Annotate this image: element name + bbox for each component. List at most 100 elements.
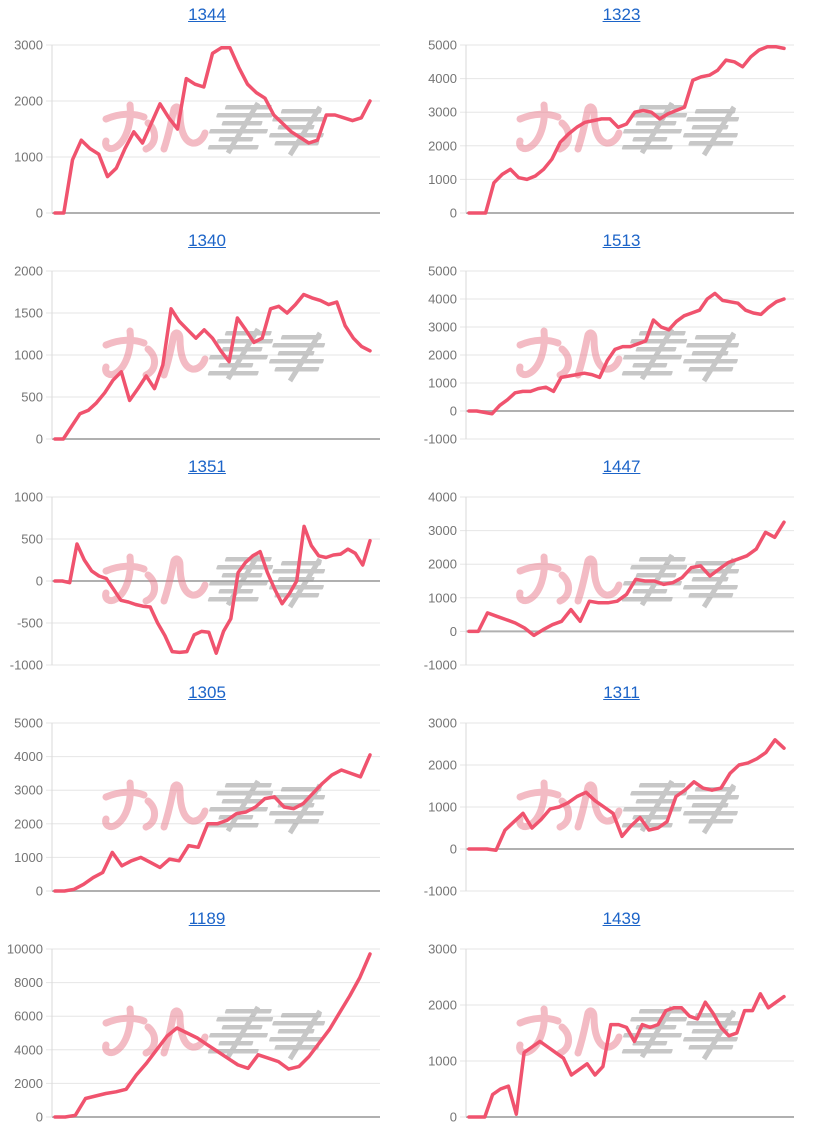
series-line (53, 524, 372, 655)
chart-title-row: 1351 (0, 452, 414, 483)
line-chart-1351: -1000 -500 0 500 1000 (10, 490, 380, 673)
y-tick-label: 4000 (428, 71, 457, 86)
chart-cell-1311: 1311 -1000 0 1000 2000 3000 (414, 678, 829, 904)
y-tick-label: 2000 (428, 998, 457, 1013)
y-tick-label: 2000 (428, 758, 457, 773)
chart-cell-1513: 1513 -1000 0 1000 2000 3000 4000 5000 (414, 226, 829, 452)
chart-cell-1189: 1189 0 2000 4000 6000 8000 10000 (0, 904, 414, 1130)
y-tick-label: 6000 (14, 1009, 43, 1024)
series-line (467, 291, 786, 416)
line-chart-1311: -1000 0 1000 2000 3000 (424, 716, 794, 899)
chart-link-1189[interactable]: 1189 (188, 909, 226, 928)
y-tick-label: 4000 (428, 490, 457, 505)
line-chart-1323: 0 1000 2000 3000 4000 5000 (428, 38, 794, 221)
y-tick-label: 0 (450, 1110, 457, 1125)
y-tick-label: -1000 (424, 658, 457, 673)
chart-title-row: 1311 (414, 678, 829, 709)
chart-cell-1340: 1340 0 500 1000 1500 2000 (0, 226, 414, 452)
y-tick-label: 2000 (14, 264, 43, 279)
y-tick-label: 3000 (428, 105, 457, 120)
y-tick-label: 1000 (428, 172, 457, 187)
chart-title-row: 1305 (0, 678, 414, 709)
y-tick-label: 500 (21, 390, 43, 405)
chart-link-1513[interactable]: 1513 (602, 231, 641, 250)
y-tick-label: 2000 (428, 138, 457, 153)
y-tick-label: 0 (36, 574, 43, 589)
chart-cell-1344: 1344 0 1000 2000 3000 (0, 0, 414, 226)
y-tick-label: 1000 (428, 800, 457, 815)
series-line (53, 952, 372, 1119)
y-tick-label: 3000 (428, 523, 457, 538)
chart-cell-1351: 1351 -1000 -500 0 500 1000 (0, 452, 414, 678)
series-line (53, 292, 372, 441)
y-tick-label: 4000 (428, 292, 457, 307)
y-tick-label: 1000 (14, 850, 43, 865)
y-tick-label: 2000 (428, 348, 457, 363)
chart-title-row: 1439 (414, 904, 829, 935)
y-tick-label: 1000 (428, 376, 457, 391)
y-tick-label: 5000 (428, 264, 457, 279)
chart-link-1305[interactable]: 1305 (188, 683, 226, 702)
y-tick-label: 4000 (14, 749, 43, 764)
chart-cell-1323: 1323 0 1000 2000 3000 4000 5000 (414, 0, 829, 226)
chart-link-1344[interactable]: 1344 (188, 5, 226, 24)
chart-title-row: 1340 (0, 226, 414, 257)
chart-link-1340[interactable]: 1340 (188, 231, 226, 250)
y-tick-label: 2000 (14, 816, 43, 831)
y-tick-label: 10000 (7, 942, 43, 957)
series-line (53, 46, 372, 215)
y-tick-label: 0 (36, 432, 43, 447)
y-tick-label: 3000 (428, 716, 457, 731)
line-chart-1305: 0 1000 2000 3000 4000 5000 (14, 716, 380, 899)
y-tick-label: 1000 (14, 490, 43, 505)
watermark (106, 103, 332, 155)
chart-title-row: 1323 (414, 0, 829, 31)
y-tick-label: 1000 (14, 150, 43, 165)
y-tick-label: 1000 (14, 348, 43, 363)
series-line (53, 753, 372, 893)
chart-title-row: 1344 (0, 0, 414, 31)
chart-cell-1439: 1439 0 1000 2000 3000 (414, 904, 829, 1130)
chart-title-row: 1189 (0, 904, 414, 935)
y-tick-label: 2000 (14, 1076, 43, 1091)
line-chart-1340: 0 500 1000 1500 2000 (14, 264, 380, 447)
chart-cell-1305: 1305 0 1000 2000 3000 4000 5000 (0, 678, 414, 904)
series-line (467, 992, 786, 1119)
y-tick-label: -1000 (424, 884, 457, 899)
chart-link-1439[interactable]: 1439 (602, 909, 641, 928)
chart-cell-1447: 1447 -1000 0 1000 2000 3000 4000 (414, 452, 829, 678)
y-tick-label: 0 (450, 842, 457, 857)
y-tick-label: 3000 (14, 783, 43, 798)
chart-link-1323[interactable]: 1323 (602, 5, 641, 24)
y-tick-label: 0 (450, 206, 457, 221)
y-tick-label: 0 (36, 1110, 43, 1125)
chart-link-1351[interactable]: 1351 (188, 457, 226, 476)
line-chart-1344: 0 1000 2000 3000 (14, 38, 380, 221)
y-tick-label: 4000 (14, 1042, 43, 1057)
chart-link-1447[interactable]: 1447 (602, 457, 641, 476)
y-tick-label: 5000 (14, 716, 43, 731)
y-tick-label: 0 (450, 624, 457, 639)
y-tick-label: 0 (36, 206, 43, 221)
line-chart-1513: -1000 0 1000 2000 3000 4000 5000 (424, 264, 794, 447)
watermark (520, 103, 746, 155)
y-tick-label: -1000 (424, 432, 457, 447)
y-tick-label: 2000 (14, 94, 43, 109)
y-tick-label: -1000 (10, 658, 43, 673)
y-tick-label: 2000 (428, 557, 457, 572)
line-chart-1447: -1000 0 1000 2000 3000 4000 (424, 490, 794, 673)
chart-title-row: 1513 (414, 226, 829, 257)
chart-link-1311[interactable]: 1311 (603, 683, 640, 702)
y-tick-label: 1000 (428, 590, 457, 605)
series-line (467, 44, 786, 215)
y-tick-label: 3000 (428, 320, 457, 335)
series-line (467, 520, 786, 638)
line-chart-1189: 0 2000 4000 6000 8000 10000 (7, 942, 380, 1125)
line-chart-1439: 0 1000 2000 3000 (428, 942, 794, 1125)
y-tick-label: 5000 (428, 38, 457, 53)
y-tick-label: 3000 (428, 942, 457, 957)
y-tick-label: 1500 (14, 306, 43, 321)
y-tick-label: 0 (450, 404, 457, 419)
y-tick-label: 500 (21, 532, 43, 547)
